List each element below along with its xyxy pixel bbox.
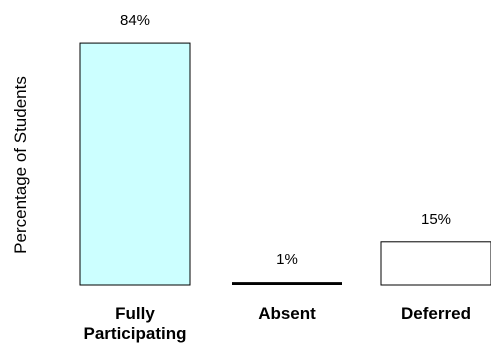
bar-fully-participating bbox=[79, 42, 191, 286]
data-label: 1% bbox=[276, 251, 298, 268]
bar-absent bbox=[232, 282, 342, 285]
data-label: 15% bbox=[421, 211, 451, 228]
category-label: Absent bbox=[258, 304, 316, 323]
data-label: 84% bbox=[120, 12, 150, 29]
bar-deferred bbox=[380, 241, 491, 286]
category-label: Deferred bbox=[401, 304, 471, 323]
category-label: Fully Participating bbox=[84, 304, 187, 343]
y-axis-title: Percentage of Students bbox=[11, 76, 30, 254]
